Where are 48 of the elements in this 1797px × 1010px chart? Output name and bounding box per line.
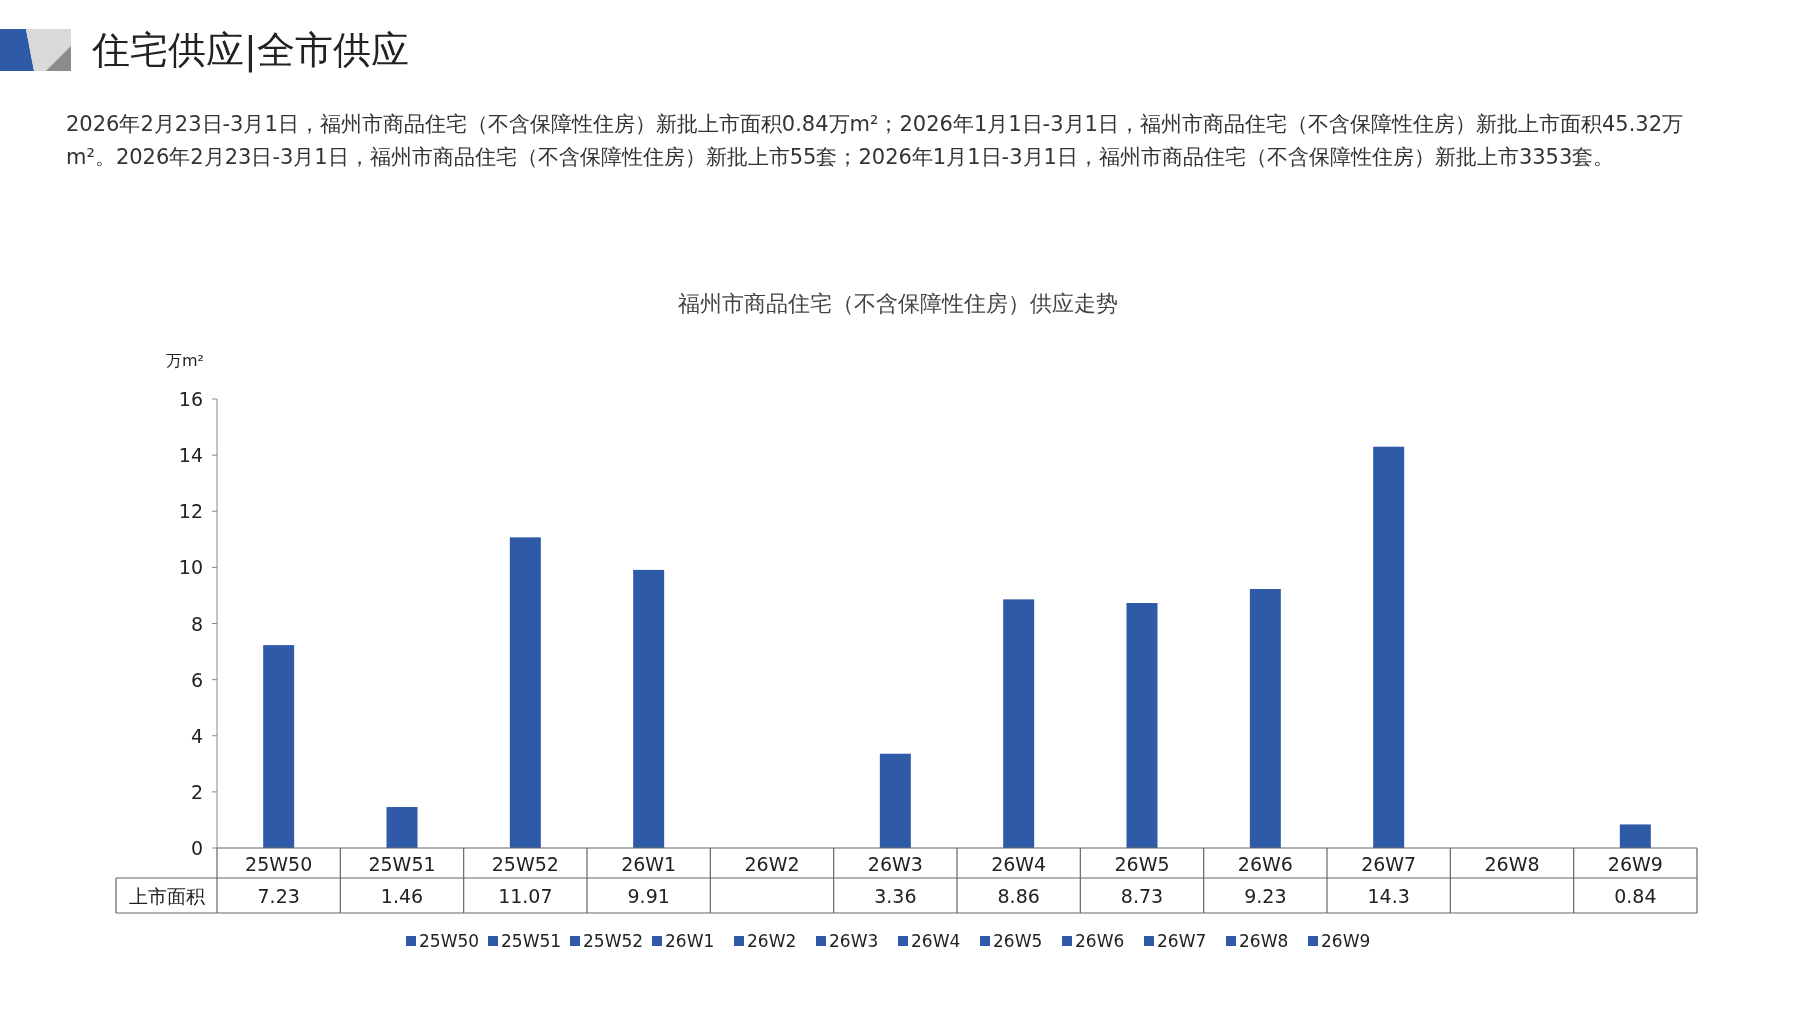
x-tick-label: 25W52 <box>491 853 559 875</box>
y-tick-label: 16 <box>178 388 203 410</box>
legend-item: 26W4 <box>898 931 961 951</box>
chart-title: 福州市商品住宅（不含保障性住房）供应走势 <box>678 291 1118 316</box>
x-tick-label: 26W8 <box>1484 853 1540 875</box>
text: 上市面积 <box>128 885 205 907</box>
data-label: 8.73 <box>1120 885 1164 907</box>
y-tick-label: 8 <box>190 612 203 635</box>
legend-item: 26W8 <box>1226 931 1289 951</box>
y-tick-label: 6 <box>190 668 203 691</box>
legend-item: 26W3 <box>816 931 879 951</box>
y-tick-label: 2 <box>190 780 203 803</box>
legend-item: 25W50 <box>406 931 480 951</box>
x-tick-label: 26W1 <box>621 853 677 875</box>
x-tick-label: 26W5 <box>1114 853 1170 875</box>
text: 2026年2月23日-3月1日，福州市商品住宅（不含保障性住房）新批上市面积0.84万m²；2026年1月1日-3月1日，福州市商品住宅（不含保障性住房）新批上市面积45.32万m²。2026年2月23日-3月1日，福州市商品住宅（不含保障性住房）新批上市55套；2026年1月1日-3月1日，福州市商品住宅（不含保障性住房）新批上市3353套。 <box>66 111 1685 171</box>
legend-item: 26W6 <box>1062 931 1125 951</box>
x-tick-label: 25W51 <box>368 853 436 875</box>
legend-item: 26W5 <box>980 931 1043 951</box>
data-label: 9.23 <box>1244 885 1287 907</box>
data-label: 1.46 <box>380 885 424 907</box>
legend-item: 26W1 <box>652 931 715 951</box>
data-label: 0.84 <box>1614 885 1657 907</box>
data-label: 9.91 <box>627 885 670 907</box>
y-tick-label: 4 <box>190 724 203 747</box>
x-tick-label: 26W4 <box>991 853 1047 875</box>
data-label: 8.86 <box>997 885 1040 907</box>
x-tick-label: 26W2 <box>744 853 800 875</box>
y-tick-label: 0 <box>190 837 203 859</box>
data-label: 3.36 <box>874 885 917 907</box>
legend-item: 25W52 <box>570 931 644 951</box>
x-tick-label: 26W6 <box>1237 853 1293 875</box>
y-tick-label: 10 <box>178 556 203 579</box>
data-label: 7.23 <box>257 885 300 907</box>
legend-item: 26W2 <box>734 931 797 951</box>
x-tick-label: 25W50 <box>245 853 313 875</box>
x-tick-label: 26W9 <box>1607 853 1663 875</box>
x-tick-label: 26W3 <box>867 853 923 875</box>
text: 住宅供应|全市供应 <box>91 28 409 73</box>
y-tick-label: 12 <box>178 500 203 523</box>
y-axis-title: 万m² <box>166 351 204 370</box>
y-tick-label: 14 <box>178 444 203 467</box>
data-label: 11.07 <box>498 885 553 907</box>
legend-item: 26W7 <box>1144 931 1207 951</box>
data-label: 14.3 <box>1367 885 1410 907</box>
x-tick-label: 26W7 <box>1361 853 1417 875</box>
legend-item: 25W51 <box>488 931 562 951</box>
legend-item: 26W9 <box>1308 931 1371 951</box>
